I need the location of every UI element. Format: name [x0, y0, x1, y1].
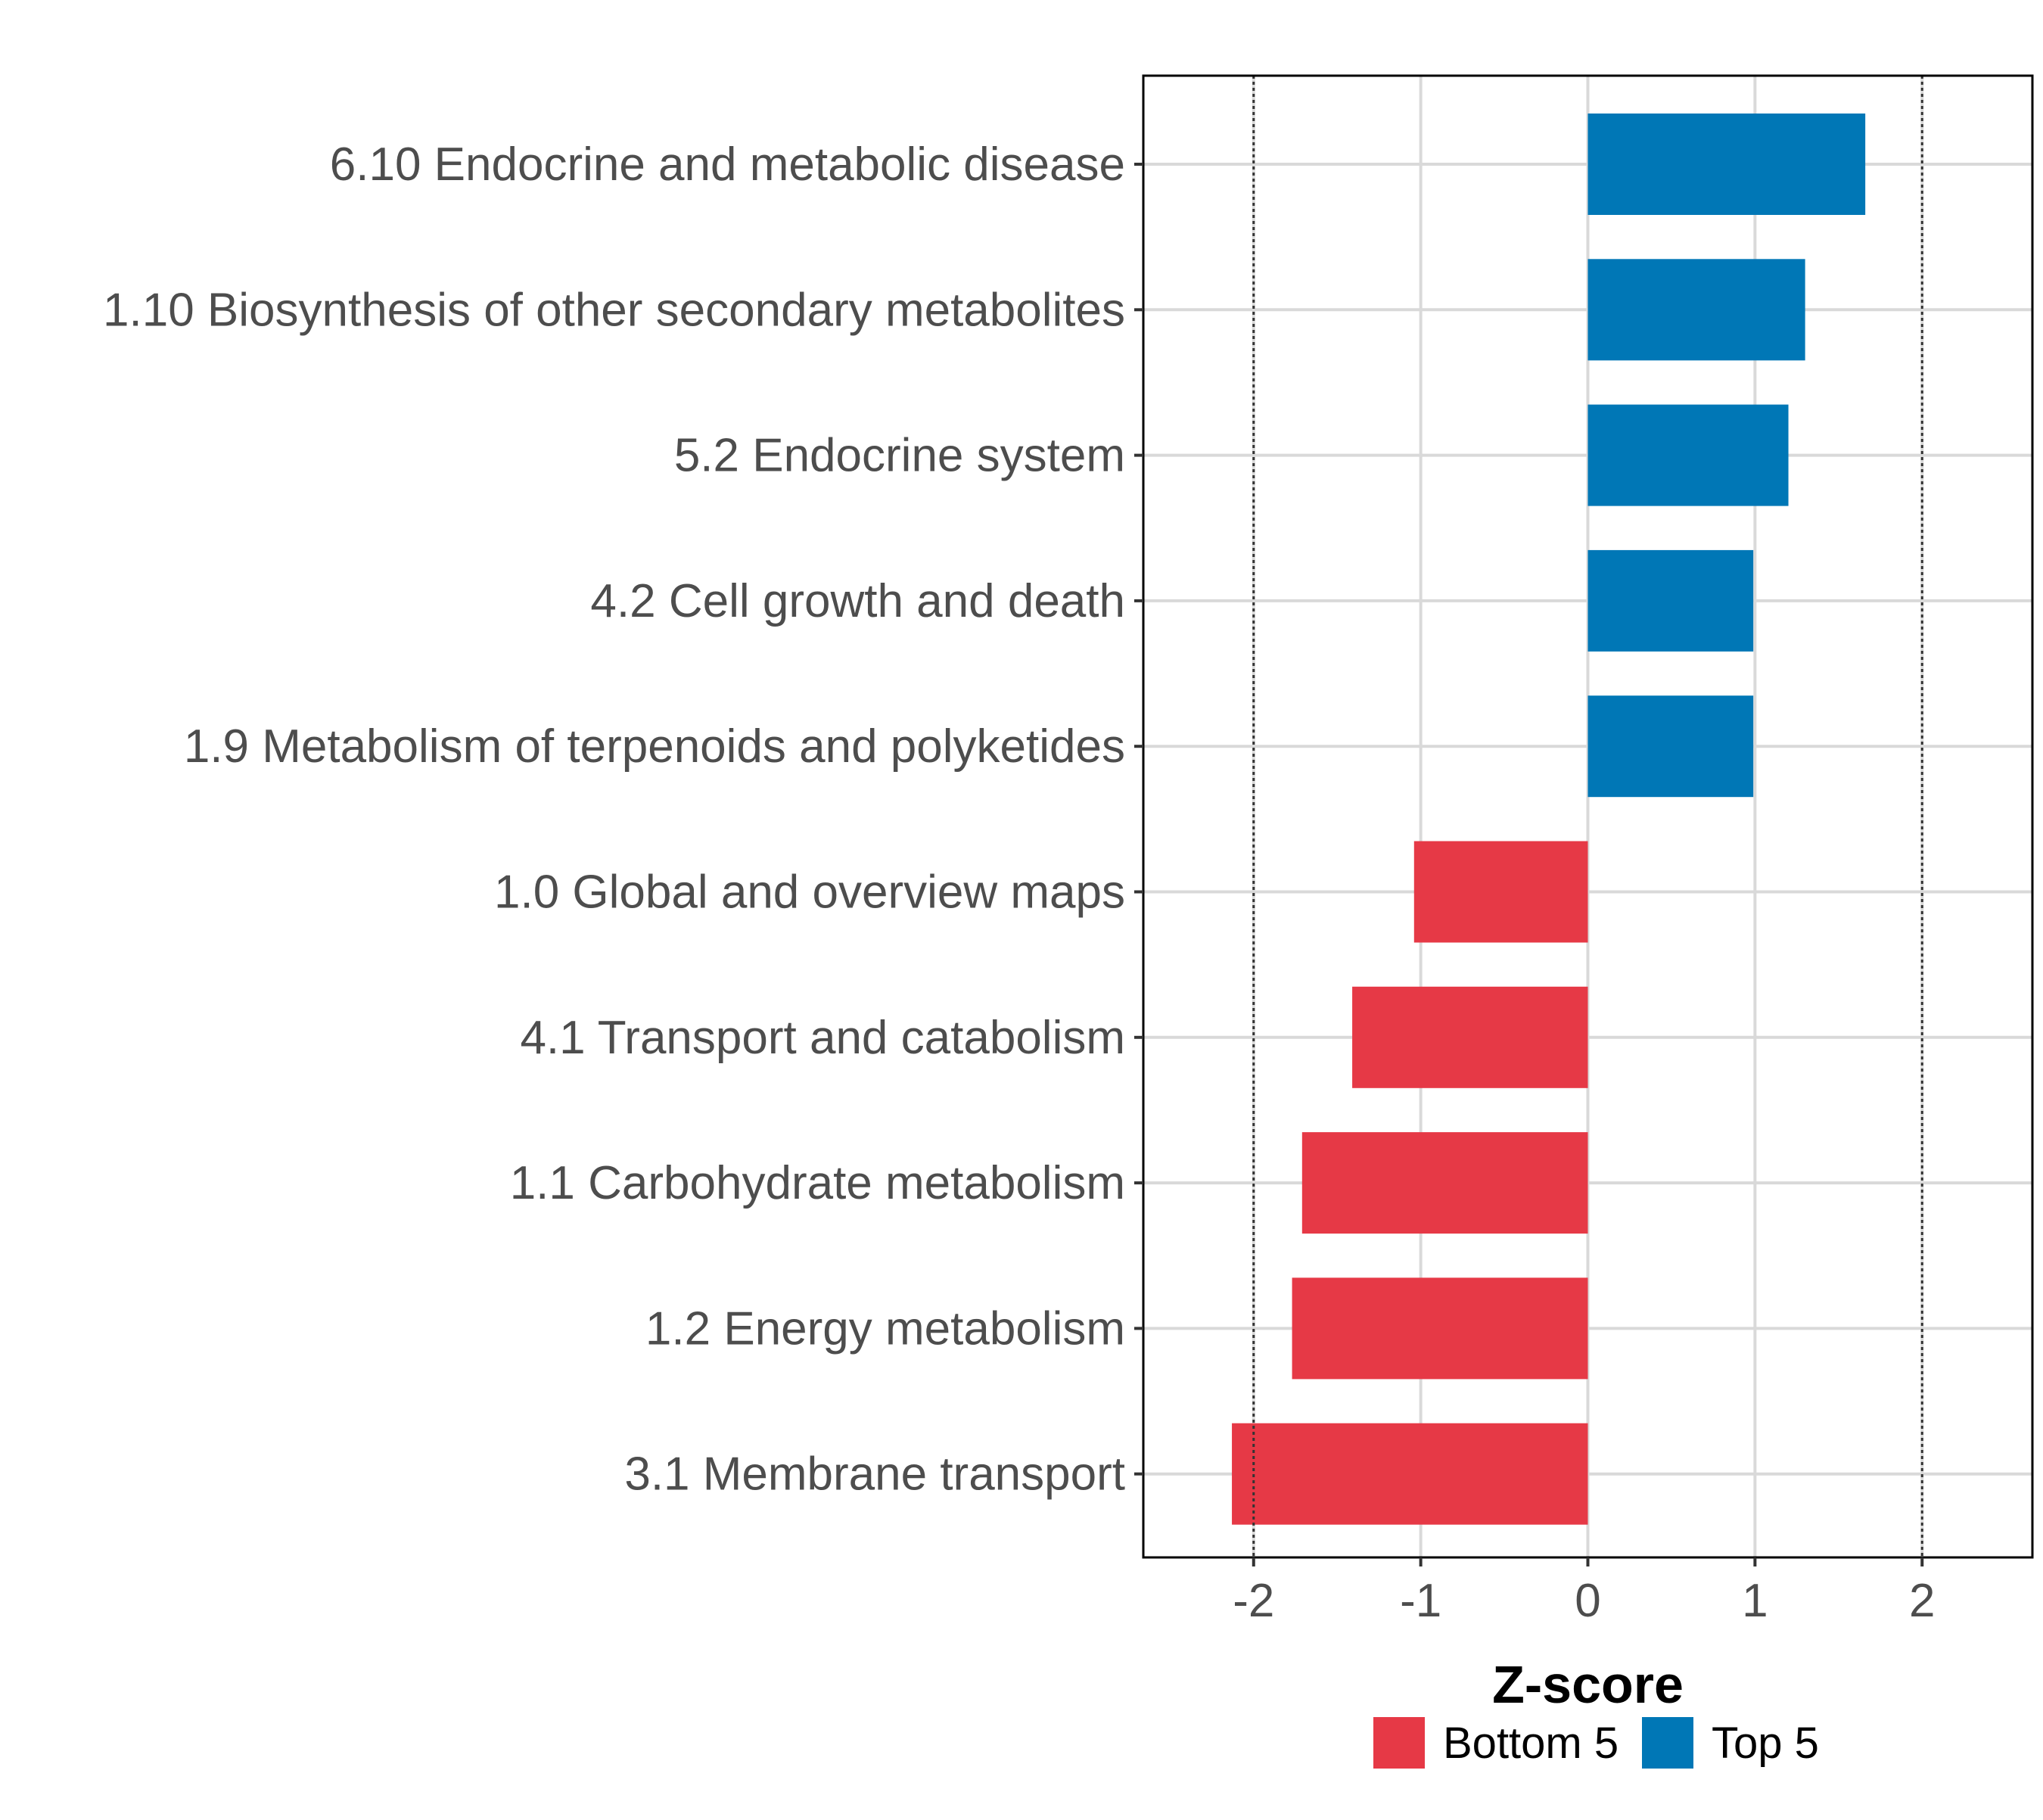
legend-label: Bottom 5	[1443, 1719, 1619, 1768]
bar-top-2	[1587, 404, 1789, 506]
bar-bottom-9	[1232, 1423, 1588, 1525]
legend-swatch-top	[1642, 1717, 1693, 1769]
y-axis: 6.10 Endocrine and metabolic disease 1.10…	[103, 138, 1143, 1501]
y-tick-label: 6.10 Endocrine and metabolic disease	[330, 138, 1125, 191]
bar-top-1	[1587, 259, 1805, 361]
y-tick-label: 1.1 Carbohydrate metabolism	[510, 1157, 1125, 1209]
y-tick-label: 5.2 Endocrine system	[674, 430, 1125, 482]
x-tick-label: 1	[1742, 1575, 1768, 1627]
bar-top-3	[1587, 549, 1754, 652]
legend: Bottom 5 Top 5	[1373, 1717, 1819, 1769]
bar-top-4	[1587, 695, 1754, 798]
y-tick-label: 1.10 Biosynthesis of other secondary met…	[103, 284, 1125, 336]
bar-layer	[1232, 114, 1866, 1525]
bar-bottom-6	[1352, 986, 1588, 1088]
x-tick-label: -1	[1400, 1575, 1441, 1627]
x-tick-label: 0	[1575, 1575, 1600, 1627]
y-tick-label: 1.2 Energy metabolism	[645, 1302, 1125, 1355]
y-tick-label: 1.9 Metabolism of terpenoids and polyket…	[184, 720, 1125, 773]
x-tick-label: -2	[1233, 1575, 1274, 1627]
y-tick-label: 3.1 Membrane transport	[624, 1448, 1125, 1501]
x-axis-title: Z-score	[1492, 1655, 1684, 1714]
x-axis: -2 -1 0 1 2	[1233, 1557, 1935, 1627]
y-tick-label: 1.0 Global and overview maps	[494, 866, 1125, 919]
bar-top-0	[1587, 114, 1866, 215]
y-tick-label: 4.1 Transport and catabolism	[520, 1012, 1125, 1064]
bar-bottom-8	[1292, 1277, 1588, 1380]
x-tick-label: 2	[1909, 1575, 1935, 1627]
bar-bottom-7	[1301, 1132, 1588, 1234]
reference-line-layer	[1252, 76, 1923, 1557]
y-tick-label: 4.2 Cell growth and death	[590, 575, 1125, 627]
legend-label: Top 5	[1712, 1719, 1819, 1768]
legend-swatch-bottom	[1373, 1717, 1425, 1769]
bar-bottom-5	[1413, 841, 1588, 943]
